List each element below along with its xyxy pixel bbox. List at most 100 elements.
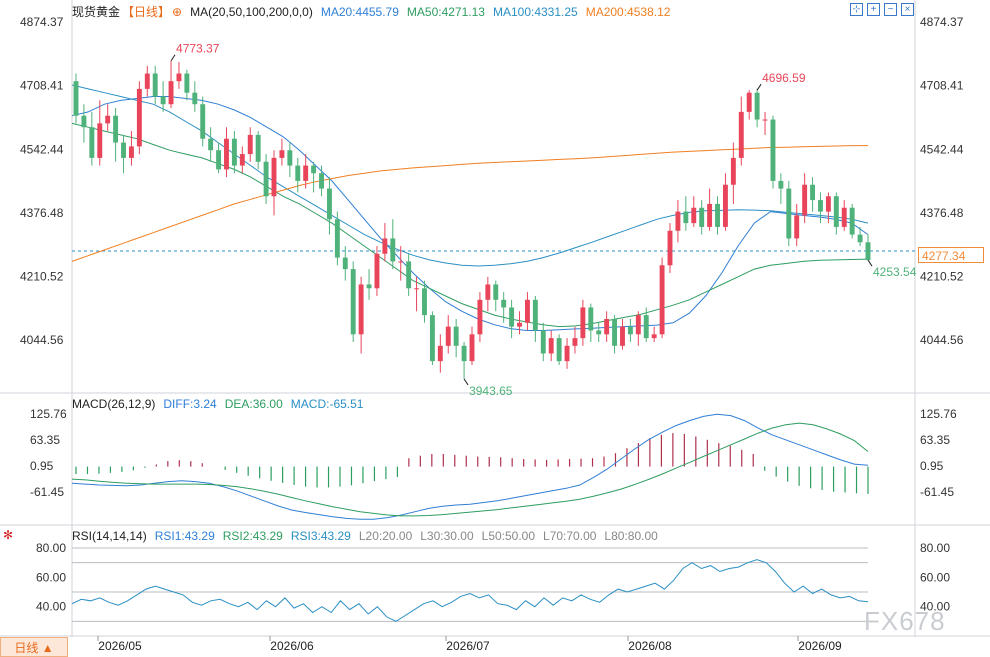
price-tick-right: 4210.52: [920, 270, 964, 284]
macd-tick-left: 63.35: [30, 433, 60, 447]
candle-body: [810, 184, 816, 201]
candle-body: [493, 284, 499, 300]
candle-body: [326, 188, 332, 220]
candle-body: [374, 253, 380, 289]
candle-body: [445, 326, 451, 346]
candle-body: [422, 288, 427, 316]
candle-body: [231, 138, 237, 166]
price-tick-left: 4376.48: [20, 206, 64, 220]
candle-body: [501, 299, 507, 308]
candle-body: [239, 154, 245, 166]
watermark: FX678: [864, 606, 946, 636]
candle-body: [382, 238, 388, 254]
rsi-tick-left: 40.00: [36, 600, 66, 614]
macd-tick-left: -61.45: [30, 485, 64, 499]
candle-body: [691, 207, 697, 224]
candle-body: [564, 345, 570, 362]
moving-average-lines: [71, 84, 869, 331]
candle-body: [121, 142, 126, 158]
candle-body: [216, 150, 222, 170]
candle-body: [635, 315, 641, 335]
last-price-tag: 4277.34: [918, 247, 984, 263]
candle-body: [97, 123, 103, 158]
candle-body: [366, 284, 372, 289]
candle-body: [429, 315, 435, 362]
candle-body: [857, 234, 863, 243]
rsi-level-label: L30:30.00: [420, 529, 474, 543]
candle-body: [540, 330, 546, 354]
annotation-leader: [170, 54, 176, 62]
candle-body: [89, 127, 95, 158]
candle-body: [596, 330, 602, 335]
period-tag[interactable]: 【日线】: [122, 5, 171, 19]
candle-body: [667, 230, 673, 266]
candle-body: [524, 299, 530, 323]
candle-body: [176, 73, 182, 82]
date-tick: 2026/06: [270, 639, 314, 653]
date-tick: 2026/07: [446, 639, 490, 653]
ma20-line: [71, 96, 869, 331]
gear-icon[interactable]: ✻: [3, 528, 14, 542]
candle-body: [588, 307, 594, 331]
candle-body: [136, 88, 142, 147]
macd-tick-right: 0.95: [920, 459, 944, 473]
macd-diff: DIFF:3.24: [163, 397, 217, 411]
remove-indicator-icon[interactable]: −: [884, 3, 897, 16]
close-icon[interactable]: ×: [901, 3, 914, 16]
rsi-panel: 80.00 80.00 60.00 60.00 40.00 40.00: [36, 541, 950, 622]
candle-body: [865, 242, 871, 261]
period-button[interactable]: 日线 ▲: [0, 637, 68, 657]
date-tick: 2026/09: [798, 639, 842, 653]
macd-value: MACD:-65.51: [290, 397, 364, 411]
macd-tick-left: 0.95: [30, 459, 54, 473]
candle-body: [406, 261, 412, 289]
candle-body: [651, 334, 657, 339]
rsi-tick-right: 40.00: [920, 600, 950, 614]
ma200-line: [71, 145, 868, 262]
candle-body: [73, 81, 79, 116]
add-indicator-icon[interactable]: +: [867, 3, 880, 16]
candle-body: [715, 203, 720, 227]
ma-legend-item: MA200:4538.12: [585, 5, 671, 19]
price-tick-left: 4044.56: [20, 333, 64, 347]
candle-body: [548, 338, 554, 354]
candle-body: [113, 115, 119, 143]
rsi-level-label: L80:80.00: [604, 529, 658, 543]
settings-icon[interactable]: ⊕: [172, 5, 183, 19]
candle-body: [754, 92, 760, 120]
candle-body: [604, 318, 610, 335]
price-tick-right: 4044.56: [920, 333, 964, 347]
candle-body: [144, 73, 150, 89]
rsi2-value: RSI2:43.29: [222, 529, 283, 543]
candle-body: [192, 92, 198, 105]
annotation-leader: [867, 259, 873, 267]
price-tick-left: 4874.37: [20, 15, 64, 29]
candle-body: [224, 138, 229, 170]
candle-body: [572, 338, 578, 346]
price-tick-left: 4542.44: [20, 142, 64, 156]
candle-body: [263, 161, 269, 197]
candle-body: [818, 200, 823, 212]
crosshair-icon[interactable]: ⊹: [850, 3, 863, 16]
candle-body: [358, 284, 364, 335]
price-tick-right: 4708.41: [920, 79, 964, 93]
candle-body: [580, 307, 586, 339]
price-tick-left: 4708.41: [20, 79, 64, 93]
rsi1-value: RSI1:43.29: [154, 529, 215, 543]
ma-legend-item: MA50:4271.13: [406, 5, 485, 19]
candle-body: [477, 299, 483, 335]
candle-body: [841, 207, 847, 227]
candle-body: [517, 322, 522, 327]
grid-lines: [0, 0, 990, 637]
candle-body: [722, 184, 728, 227]
rsi-tick-left: 80.00: [36, 541, 66, 555]
candle-body: [319, 173, 324, 189]
candle-body: [746, 92, 752, 112]
macd-panel: 125.76 125.76 63.35 63.35 0.95 0.95 -61.45 -61.…: [30, 407, 957, 520]
date-tick: 2026/05: [98, 639, 142, 653]
annotation-leader: [463, 378, 469, 386]
ma-params: MA(20,50,100,200,0,0): [190, 5, 313, 19]
rsi-legend: RSI(14,14,14) RSI1:43.29 RSI2:43.29 RSI3:43…: [72, 529, 674, 543]
candle-body: [152, 73, 158, 97]
